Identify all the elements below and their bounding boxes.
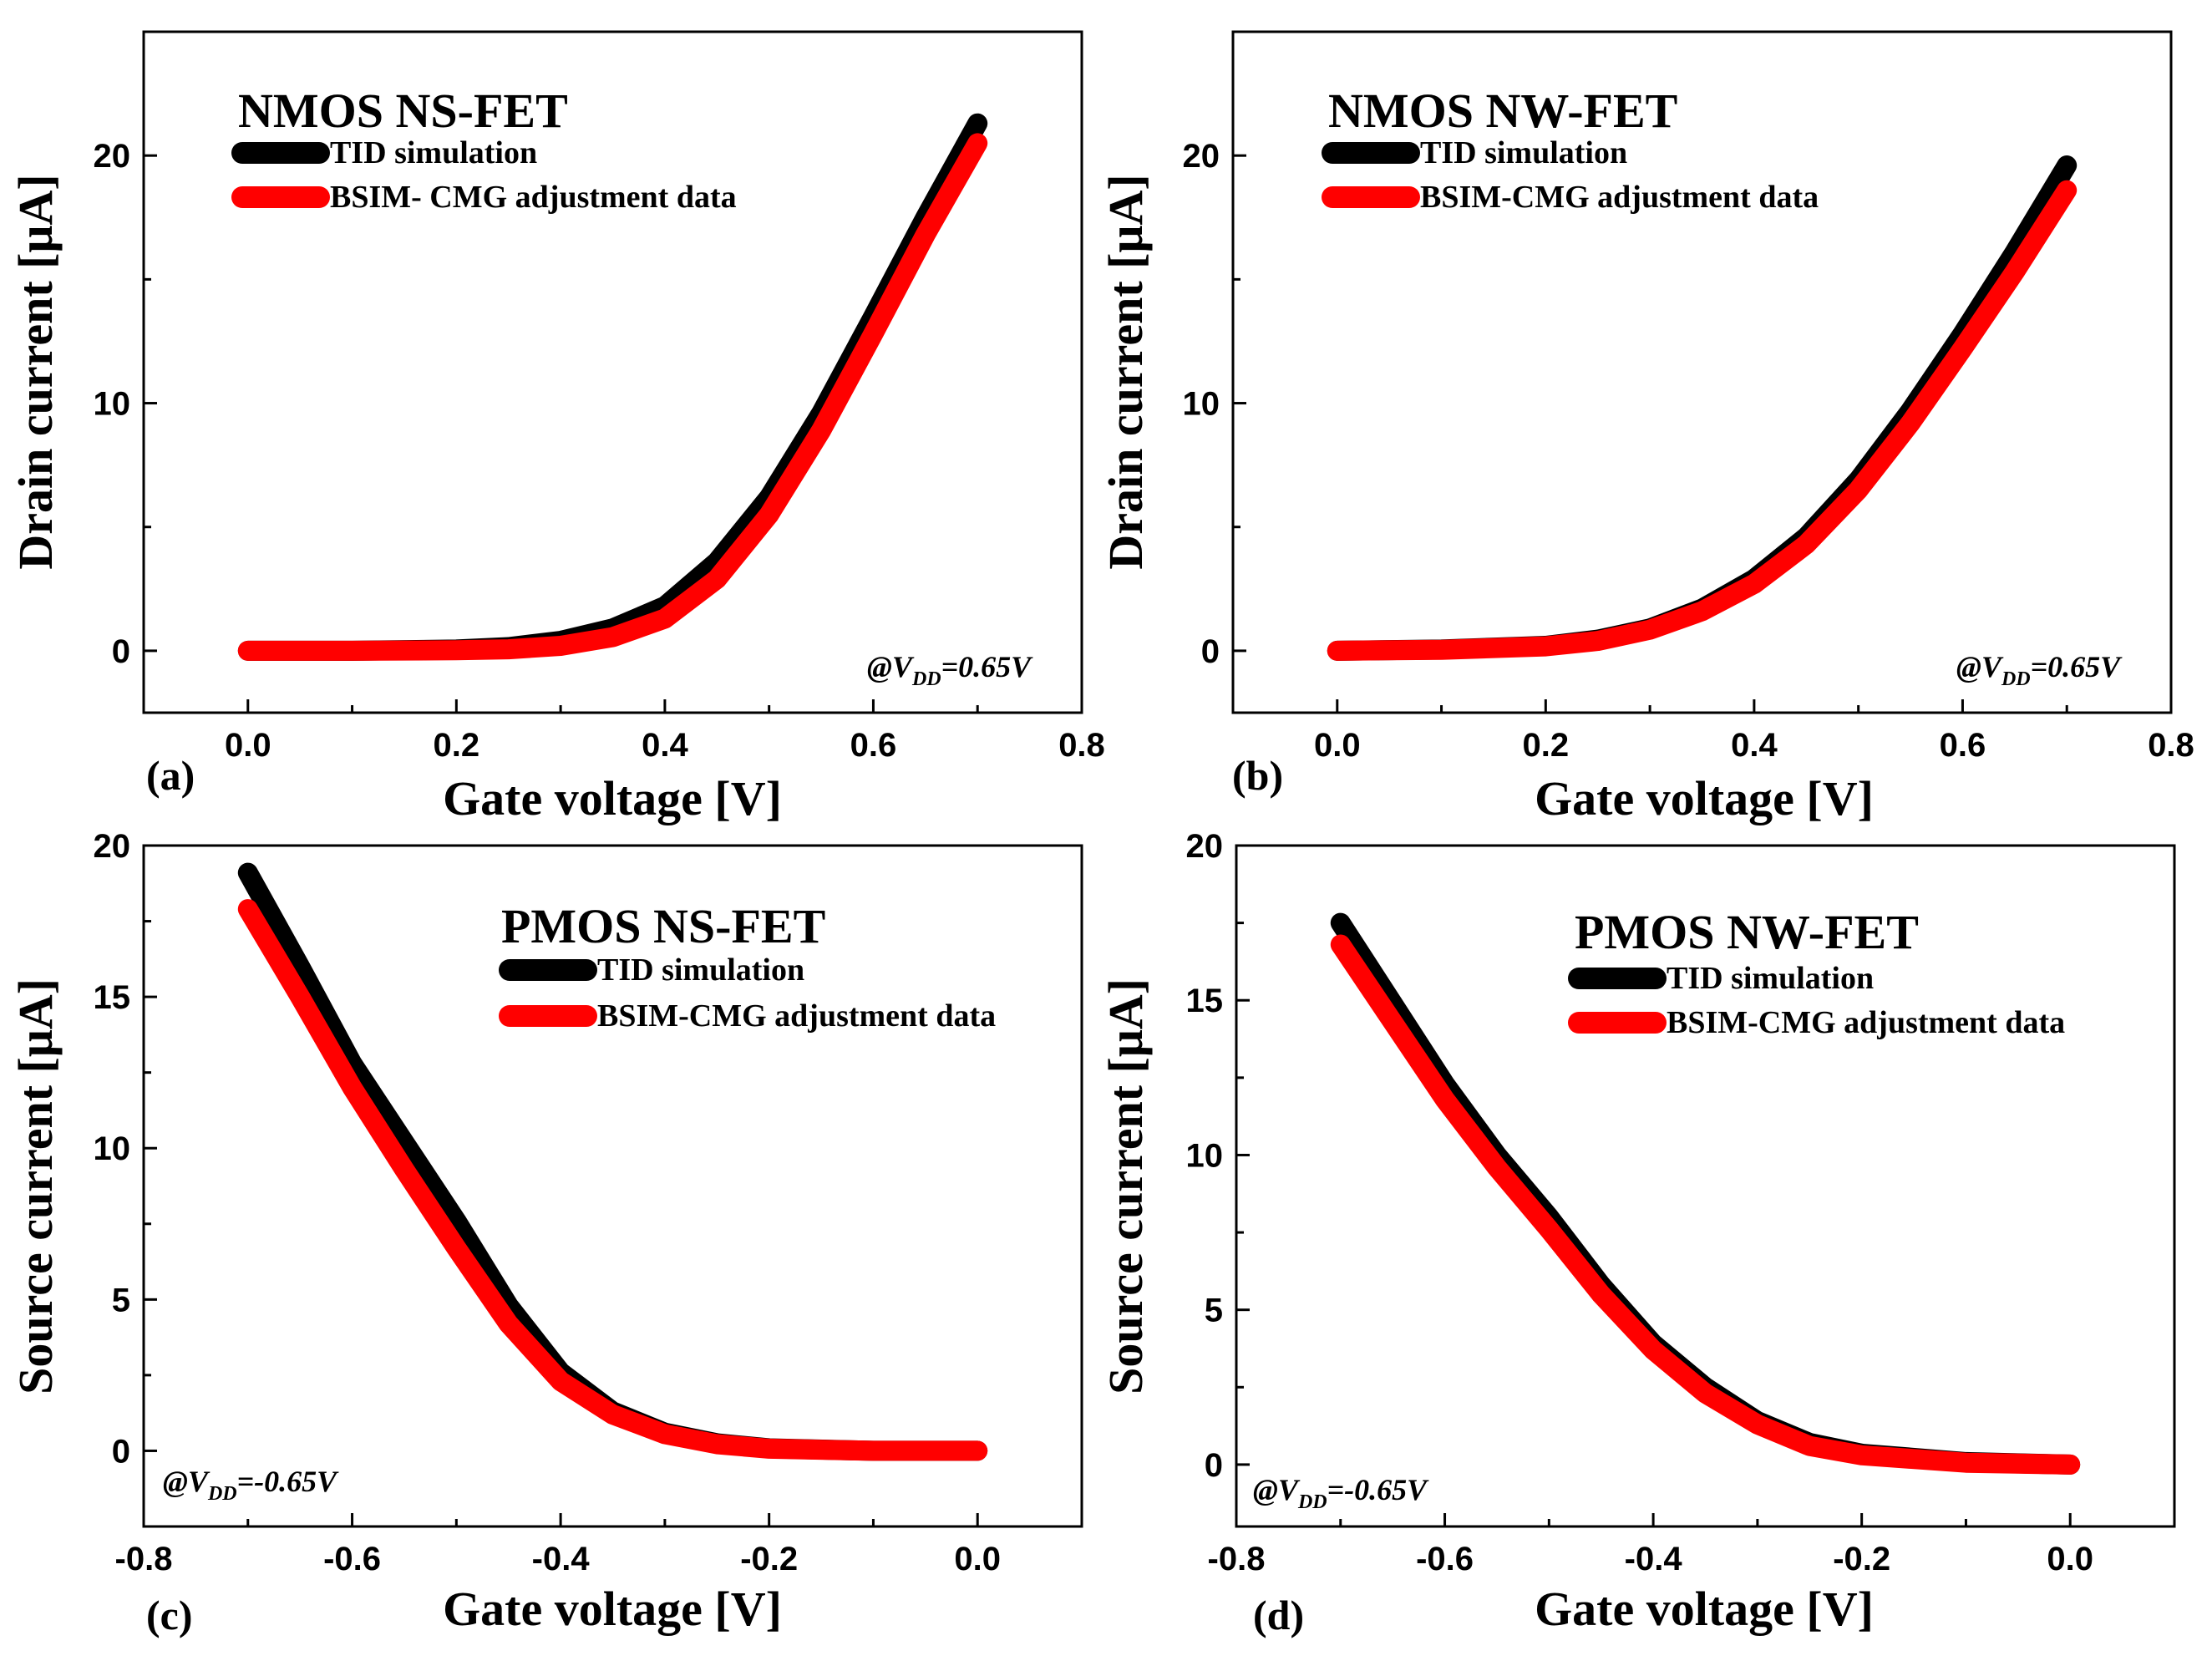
x-tick-label: -0.2: [740, 1541, 798, 1577]
panel-title: NMOS NS-FET: [238, 84, 568, 138]
legend-label: BSIM-CMG adjustment data: [1420, 180, 1819, 215]
x-tick-label: -0.6: [323, 1541, 381, 1577]
y-tick-label: 20: [94, 828, 131, 865]
x-axis-title: Gate voltage [V]: [1535, 771, 1874, 825]
x-tick-label: -0.2: [1833, 1541, 1890, 1577]
x-tick-label: 0.0: [954, 1541, 1001, 1577]
series-line-bsim: [1327, 180, 2078, 661]
x-tick-label: -0.6: [1416, 1541, 1474, 1577]
y-tick-label: 0: [1201, 633, 1220, 670]
legend-label: TID simulation: [1420, 135, 1627, 170]
y-tick-label: 5: [1205, 1293, 1223, 1329]
x-tick-label: 0.0: [2047, 1541, 2093, 1577]
vdd-annotation: @VDD=-0.65V: [163, 1465, 339, 1505]
panel-title: PMOS NS-FET: [501, 899, 825, 953]
y-tick-label: 5: [112, 1282, 130, 1318]
series-line-tid: [1327, 155, 2078, 661]
vdd-annotation: @VDD=0.65V: [1956, 650, 2123, 690]
y-tick-label: 0: [112, 1433, 130, 1470]
y-axis-title: Drain current [μA]: [1098, 174, 1153, 569]
x-tick-label: 0.8: [2148, 727, 2194, 764]
legend-label: BSIM-CMG adjustment data: [1667, 1005, 2065, 1040]
y-tick-label: 20: [94, 138, 131, 175]
x-tick-label: 0.2: [434, 727, 480, 764]
y-tick-label: 10: [94, 1130, 131, 1167]
x-tick-label: 0.6: [1940, 727, 1986, 764]
chart-panel-c: -0.8 -0.6 -0.4 -0.2 0.0 0 5 10 15 20 PMOS NS-FETTI…: [8, 828, 1083, 1638]
y-tick-label: 15: [94, 979, 131, 1016]
y-axis-title: Drain current [μA]: [8, 174, 63, 569]
y-tick-label: 20: [1186, 828, 1224, 865]
y-tick-label: 10: [1183, 386, 1220, 423]
vdd-annotation: @VDD=-0.65V: [1253, 1473, 1429, 1513]
vdd-annotation: @VDD=0.65V: [867, 650, 1033, 690]
chart-panel-d: -0.8 -0.6 -0.4 -0.2 0.0 0 5 10 15 20 PMOS NW-FETTI…: [1098, 828, 2176, 1638]
legend-label: TID simulation: [1667, 961, 1874, 996]
x-axis-title: Gate voltage [V]: [1535, 1582, 1874, 1636]
x-tick-label: -0.4: [532, 1541, 591, 1577]
x-tick-label: 0.6: [850, 727, 897, 764]
series-line-bsim: [237, 133, 988, 661]
legend-label: TID simulation: [330, 135, 537, 170]
x-tick-label: 0.0: [225, 727, 271, 764]
y-tick-label: 10: [1186, 1137, 1224, 1174]
x-tick-label: -0.8: [1208, 1541, 1266, 1577]
series-line-bsim: [237, 899, 988, 1461]
y-tick-label: 0: [112, 633, 130, 670]
x-tick-label: 0.8: [1058, 727, 1105, 764]
panel-label: (b): [1232, 752, 1283, 799]
x-tick-label: 0.0: [1314, 727, 1361, 764]
panel-label: (c): [146, 1592, 193, 1638]
y-tick-label: 0: [1205, 1447, 1223, 1484]
plot-frame: [1231, 30, 2173, 714]
series-line-bsim: [1330, 934, 2081, 1475]
plot-frame: [142, 30, 1083, 714]
legend-label: BSIM-CMG adjustment data: [597, 998, 996, 1034]
panel-title: NMOS NW-FET: [1328, 84, 1677, 138]
legend-label: BSIM- CMG adjustment data: [330, 180, 737, 215]
x-tick-label: -0.8: [115, 1541, 173, 1577]
panel-label: (d): [1253, 1592, 1304, 1638]
panel-label: (a): [146, 752, 195, 799]
y-axis-title: Source current [μA]: [8, 978, 63, 1394]
x-axis-title: Gate voltage [V]: [443, 771, 782, 825]
y-tick-label: 10: [94, 386, 131, 423]
x-tick-label: 0.4: [642, 727, 688, 764]
y-axis-title: Source current [μA]: [1098, 978, 1153, 1394]
y-tick-label: 15: [1186, 983, 1224, 1019]
x-tick-label: 0.2: [1523, 727, 1570, 764]
y-tick-label: 20: [1183, 138, 1220, 175]
plot-frame: [142, 844, 1083, 1528]
panel-title: PMOS NW-FET: [1575, 905, 1919, 959]
x-axis-title: Gate voltage [V]: [443, 1582, 782, 1636]
x-tick-label: -0.4: [1625, 1541, 1683, 1577]
plot-frame: [1235, 844, 2176, 1528]
x-tick-label: 0.4: [1731, 727, 1778, 764]
legend-label: TID simulation: [597, 952, 804, 988]
